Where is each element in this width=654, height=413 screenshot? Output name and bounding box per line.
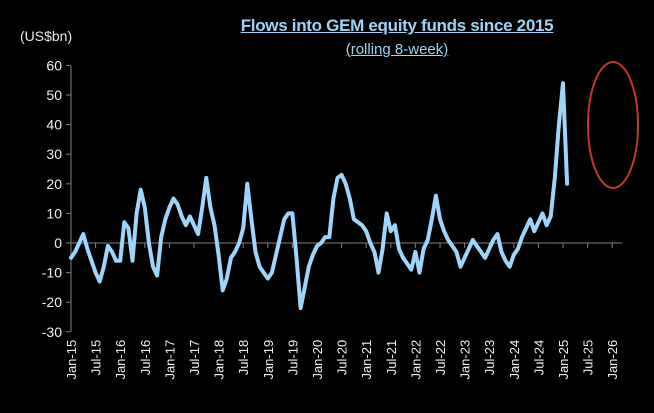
x-tick-label: Jul-25 xyxy=(581,340,596,375)
y-tick-label: 0 xyxy=(54,235,62,251)
x-tick-label: Jan-15 xyxy=(64,340,79,380)
y-tick-label: 60 xyxy=(46,57,62,73)
x-tick-label: Jul-21 xyxy=(384,340,399,375)
x-tick-label: Jan-24 xyxy=(507,340,522,380)
y-tick-label: 10 xyxy=(46,205,62,221)
x-tick-label: Jul-24 xyxy=(531,340,546,375)
chart-subtitle: (rolling 8-week) xyxy=(345,41,449,58)
x-tick-label: Jan-25 xyxy=(556,340,571,380)
x-tick-label: Jul-23 xyxy=(482,340,497,375)
x-tick-label: Jan-21 xyxy=(359,340,374,380)
x-tick-label: Jan-17 xyxy=(162,340,177,380)
x-tick-label: Jul-18 xyxy=(236,340,251,375)
x-tick-label: Jul-17 xyxy=(187,340,202,375)
x-tick-label: Jul-19 xyxy=(285,340,300,375)
x-tick-label: Jul-22 xyxy=(433,340,448,375)
x-tick-label: Jul-15 xyxy=(89,340,104,375)
chart-title: Flows into GEM equity funds since 2015 xyxy=(240,16,554,35)
x-tick-label: Jan-22 xyxy=(408,340,423,380)
y-tick-label: 30 xyxy=(46,146,62,162)
y-tick-label: 20 xyxy=(46,176,62,192)
x-tick-label: Jan-16 xyxy=(113,340,128,380)
x-tick-label: Jan-23 xyxy=(458,340,473,380)
y-tick-label: -10 xyxy=(42,265,62,281)
x-tick-label: Jul-20 xyxy=(335,340,350,375)
y-tick-label: -30 xyxy=(42,324,62,340)
x-tick-label: Jan-20 xyxy=(310,340,325,380)
x-tick-label: Jan-18 xyxy=(212,340,227,380)
highlight-ellipse xyxy=(587,61,639,189)
flows-line xyxy=(69,81,570,311)
x-tick-label: Jan-26 xyxy=(605,340,620,380)
x-tick-label: Jan-19 xyxy=(261,340,276,380)
y-tick-label: 50 xyxy=(46,87,62,103)
x-tick-label: Jul-16 xyxy=(138,340,153,375)
y-tick-label: 40 xyxy=(46,117,62,133)
y-tick-label: -20 xyxy=(42,294,62,310)
y-axis-unit-label: (US$bn) xyxy=(20,28,73,44)
